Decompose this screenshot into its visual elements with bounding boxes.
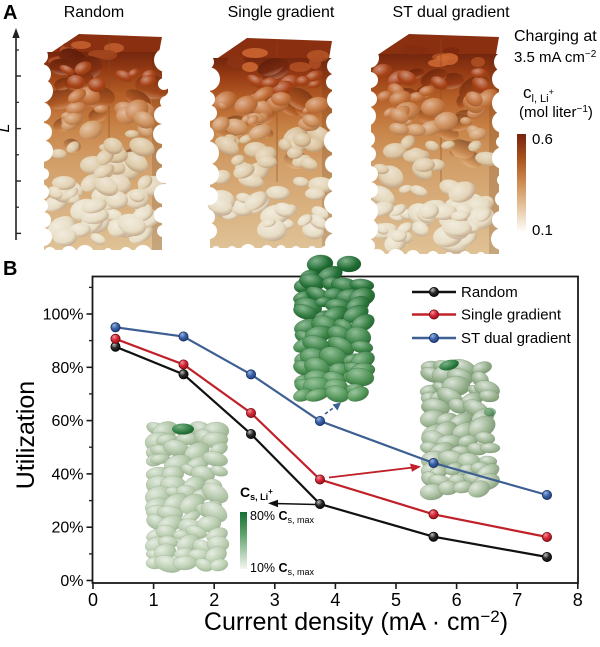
svg-text:ST dual gradient: ST dual gradient [392, 4, 510, 21]
svg-text:ST dual gradient: ST dual gradient [461, 330, 572, 347]
svg-text:0.6: 0.6 [532, 131, 553, 148]
svg-text:Single gradient: Single gradient [228, 4, 335, 21]
svg-text:Single gradient: Single gradient [461, 307, 562, 324]
svg-text:B: B [3, 258, 17, 280]
svg-text:0%: 0% [60, 573, 83, 590]
svg-text:0: 0 [88, 590, 98, 610]
svg-text:L: L [0, 124, 13, 133]
svg-text:60%: 60% [51, 413, 83, 430]
svg-text:40%: 40% [51, 466, 83, 483]
svg-text:5: 5 [391, 590, 401, 610]
svg-text:3: 3 [270, 590, 280, 610]
svg-text:6: 6 [452, 590, 462, 610]
svg-text:Charging at: Charging at [514, 28, 597, 45]
svg-text:8: 8 [573, 590, 583, 610]
svg-text:100%: 100% [43, 307, 84, 324]
svg-text:4: 4 [330, 590, 340, 610]
svg-text:0.1: 0.1 [532, 222, 553, 239]
svg-text:2: 2 [209, 590, 219, 610]
svg-text:Current density (mA · cm−2): Current density (mA · cm−2) [204, 607, 508, 636]
svg-text:Utilization: Utilization [12, 381, 40, 489]
svg-text:A: A [3, 2, 17, 24]
svg-text:3.5 mA cm−2: 3.5 mA cm−2 [514, 49, 597, 66]
svg-text:(mol liter−1): (mol liter−1) [519, 104, 593, 121]
svg-text:80%: 80% [51, 360, 83, 377]
svg-text:Random: Random [64, 4, 124, 21]
svg-text:7: 7 [512, 590, 522, 610]
svg-text:20%: 20% [51, 520, 83, 537]
svg-text:Random: Random [461, 284, 518, 301]
svg-text:1: 1 [149, 590, 159, 610]
